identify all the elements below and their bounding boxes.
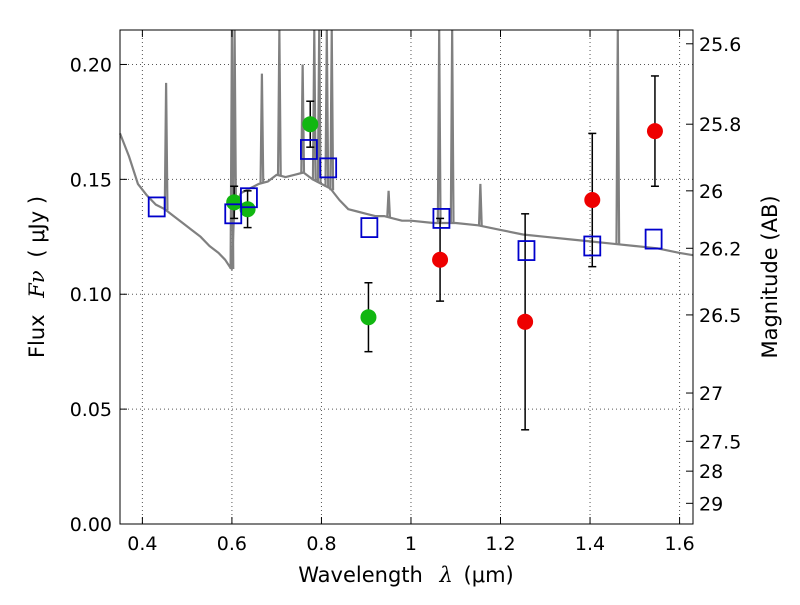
blue-square-marker [517,240,536,261]
y2-axis-label: Magnitude (AB) [758,195,782,358]
y-tick-label: 0.10 [70,284,112,306]
y2-tick-label: 26 [699,181,723,203]
emission-line [386,190,392,218]
y2-tick-label: 26.2 [699,238,741,260]
red-point [517,313,534,330]
y2-tick-label: 25.8 [699,114,741,136]
y2-tick-label: 27 [699,383,723,405]
emission-line [615,29,621,245]
x-tick-label: 1 [405,533,417,555]
green-point [226,194,243,211]
x-tick-label: 0.4 [127,533,157,555]
blue-square-marker [224,203,243,225]
x-tick-label: 1.6 [664,533,694,555]
emission-line [436,29,442,224]
y2-tick-label: 26.5 [699,305,741,327]
blue-square-marker [240,187,258,209]
model-spectrum [118,29,694,271]
data-points [147,75,663,431]
emission-line [324,29,330,187]
x-axis-label: Wavelength λ (μm) [298,563,513,587]
y2-tick-label: 29 [699,493,723,515]
green-point [302,116,319,133]
y-tick-label: 0.00 [70,514,112,536]
y-tick-label: 0.15 [70,169,112,191]
red-point [584,192,601,209]
emission-line [329,29,335,191]
green-point [239,201,256,218]
blue-square-marker [147,196,166,218]
y-axis-label: Flux Fν ( μJy ) [25,196,49,358]
x-tick-label: 1.4 [575,533,605,555]
plot-frame [119,29,694,525]
blue-square-marker [644,228,663,250]
x-tick-label: 1.2 [485,533,515,555]
y2-tick-label: 25.6 [699,34,741,56]
green-point [360,309,377,326]
emission-line [311,29,317,181]
blue-square-marker [432,208,451,229]
axis-ticks: 0.4 0.6 0.8 1 1.2 1.4 1.6 0.00 0.05 0.10 0.15 0.20 2… [70,30,741,555]
emission-line [259,73,265,184]
emission-line [300,64,306,173]
model-continuum [118,132,694,271]
blue-square-marker [583,235,602,257]
y2-tick-label: 28 [699,461,723,483]
y2-tick-label: 27.5 [699,431,741,453]
emission-line [163,82,169,211]
blue-square-marker [300,139,318,160]
y-tick-label: 0.05 [70,399,112,421]
blue-square-marker [319,157,338,179]
blue-square-marker [360,217,379,239]
emission-line [232,29,238,209]
y-tick-label: 0.20 [70,54,112,76]
grid-lines [120,30,693,525]
emission-line [276,29,282,176]
red-point [646,123,663,140]
emission-line [477,183,483,226]
red-point [432,251,449,268]
x-tick-label: 0.8 [306,533,336,555]
x-tick-label: 0.6 [217,533,247,555]
emission-line [449,29,455,224]
